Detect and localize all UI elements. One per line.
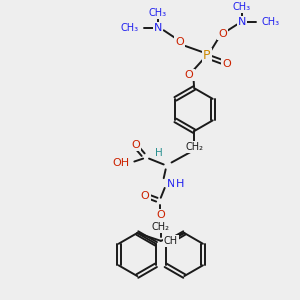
Text: O: O — [218, 29, 227, 39]
Text: O: O — [175, 37, 184, 47]
Text: O: O — [185, 70, 194, 80]
Text: O: O — [156, 210, 165, 220]
Text: CH₂: CH₂ — [185, 142, 203, 152]
Text: H: H — [155, 148, 163, 158]
Text: OH: OH — [112, 158, 129, 167]
Text: CH₃: CH₃ — [262, 17, 280, 28]
Text: N: N — [167, 179, 175, 189]
Text: N: N — [238, 17, 246, 28]
Text: CH₂: CH₂ — [152, 222, 170, 232]
Text: CH₃: CH₃ — [149, 8, 167, 18]
Text: O: O — [141, 191, 149, 201]
Text: N: N — [154, 23, 162, 33]
Text: CH₃: CH₃ — [120, 23, 138, 33]
Text: O: O — [131, 140, 140, 150]
Text: CH: CH — [164, 236, 178, 246]
Text: H: H — [176, 179, 184, 189]
Text: CH₃: CH₃ — [233, 2, 251, 12]
Text: P: P — [203, 49, 211, 62]
Text: O: O — [222, 58, 231, 69]
